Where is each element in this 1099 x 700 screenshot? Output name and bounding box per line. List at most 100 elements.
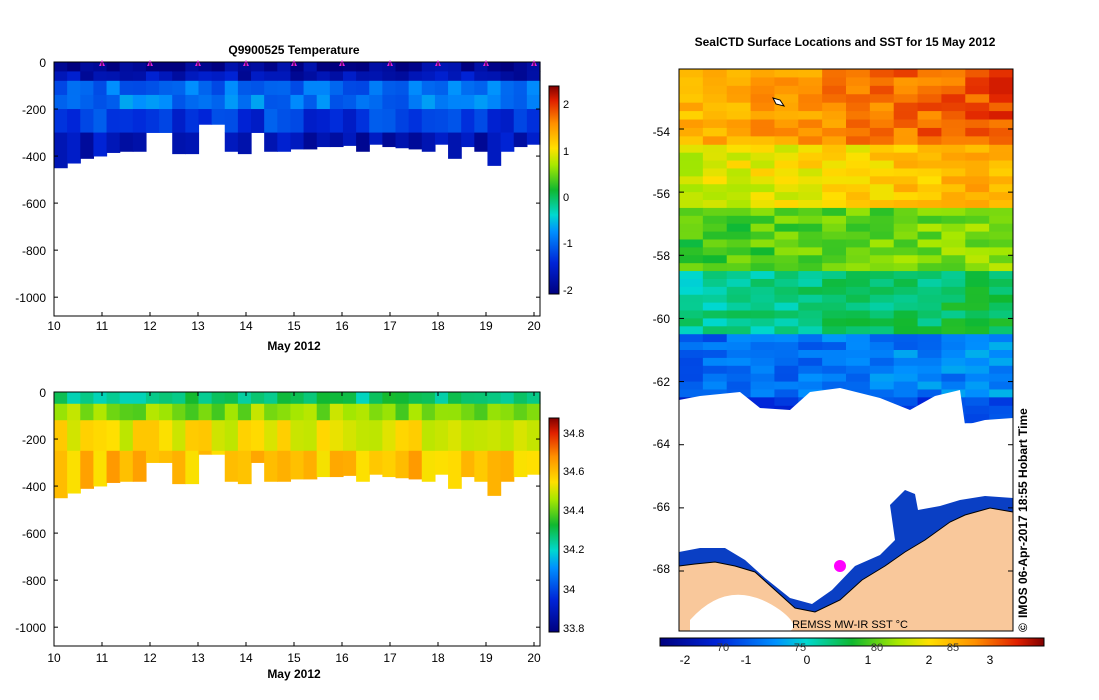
data-cell [145,80,160,96]
data-cell [106,420,121,452]
data-cell [198,392,213,405]
sst-cell [965,85,990,95]
x-tick-label: 11 [96,651,109,665]
sst-cell [679,334,704,343]
sst-cell [702,136,728,146]
data-cell [251,403,265,421]
sst-cell [989,200,1013,209]
sst-cell [869,294,895,304]
colorbar-tick-label: 34.6 [563,466,584,478]
data-cell [277,132,292,152]
data-cell [513,392,528,405]
sst-cell [822,136,847,146]
data-cell [264,71,278,82]
sst-cell [726,373,752,383]
sst-cell [679,119,704,129]
sst-cell [869,231,895,241]
sst-cell [869,192,895,201]
sst-cell [774,152,799,162]
sst-cell [941,247,966,256]
data-cell [211,403,226,421]
sst-cell [941,223,966,233]
sst-map-panel: SealCTD Surface Locations and SST for 15… [653,35,1045,667]
data-cell [93,132,108,157]
sst-cell [941,334,966,343]
data-cell [316,109,331,133]
data-cell [461,109,475,133]
sst-cell [893,160,919,170]
data-cell [198,450,213,455]
sst-cell [965,278,990,288]
data-cell [159,392,173,405]
sst-cell [941,373,966,383]
sst-cell [774,357,799,367]
sst-cell [702,207,728,217]
sst-cell [798,357,823,367]
sst-cell [726,85,752,95]
sst-cell [893,136,919,146]
sst-cell [846,239,871,248]
data-cell [342,450,357,476]
data-cell [421,62,436,72]
sst-cell [869,357,895,367]
data-cell [185,132,200,155]
data-cell [356,450,370,482]
sst-cell [869,318,895,327]
sst-cell [679,200,704,209]
sst-cell [822,255,847,264]
sst-cell [965,168,990,177]
data-cell [80,80,95,96]
sst-cell [869,271,895,280]
sst-cell [750,263,776,272]
sst-cell [822,184,847,193]
sst-cell [798,77,823,87]
sst-cell [893,168,919,177]
sst-cell [941,239,966,248]
sst-cell [774,381,799,391]
sst-cell [989,231,1013,241]
data-cell [356,94,370,110]
colorbar-tick-label: 1 [865,653,872,667]
sst-cell [750,192,776,201]
sst-cell [917,207,943,217]
sst-cell [774,94,799,104]
data-cell [513,109,528,133]
data-cell [421,132,436,152]
data-cell [132,80,147,96]
data-cell [487,71,502,82]
sst-cell [822,302,847,312]
sst-cell [774,231,799,241]
sst-cell [726,263,752,272]
sst-cell [846,184,871,193]
data-cell [356,392,370,405]
data-cell [369,80,383,96]
sst-cell [917,223,943,233]
sst-cell [822,152,847,162]
sst-cell [679,69,704,79]
lat-tick-label: -62 [653,375,671,389]
sst-cell [941,136,966,146]
sst-cell [846,160,871,170]
data-cell [145,71,160,82]
sst-cell [869,207,895,217]
sst-cell [798,176,823,185]
data-cell [119,450,134,482]
sst-cell [774,263,799,272]
sst-cell [726,77,752,87]
data-cell [264,94,278,110]
temperature-x-ticks: 10 11 12 13 14 15 16 17 18 19 20 [47,319,541,333]
sst-cell [750,239,776,248]
sst-cell [774,160,799,170]
data-cell [513,80,528,96]
sst-cell [846,271,871,280]
sst-cell [846,302,871,312]
sst-cell [679,302,704,312]
lon-tick-label: 85 [947,642,959,654]
sst-cell [774,176,799,185]
sst-cell [989,85,1013,95]
sst-cell [893,223,919,233]
sst-cell [822,357,847,367]
x-tick-label: 15 [287,651,301,665]
data-cell [54,62,68,72]
sst-cell [846,294,871,304]
